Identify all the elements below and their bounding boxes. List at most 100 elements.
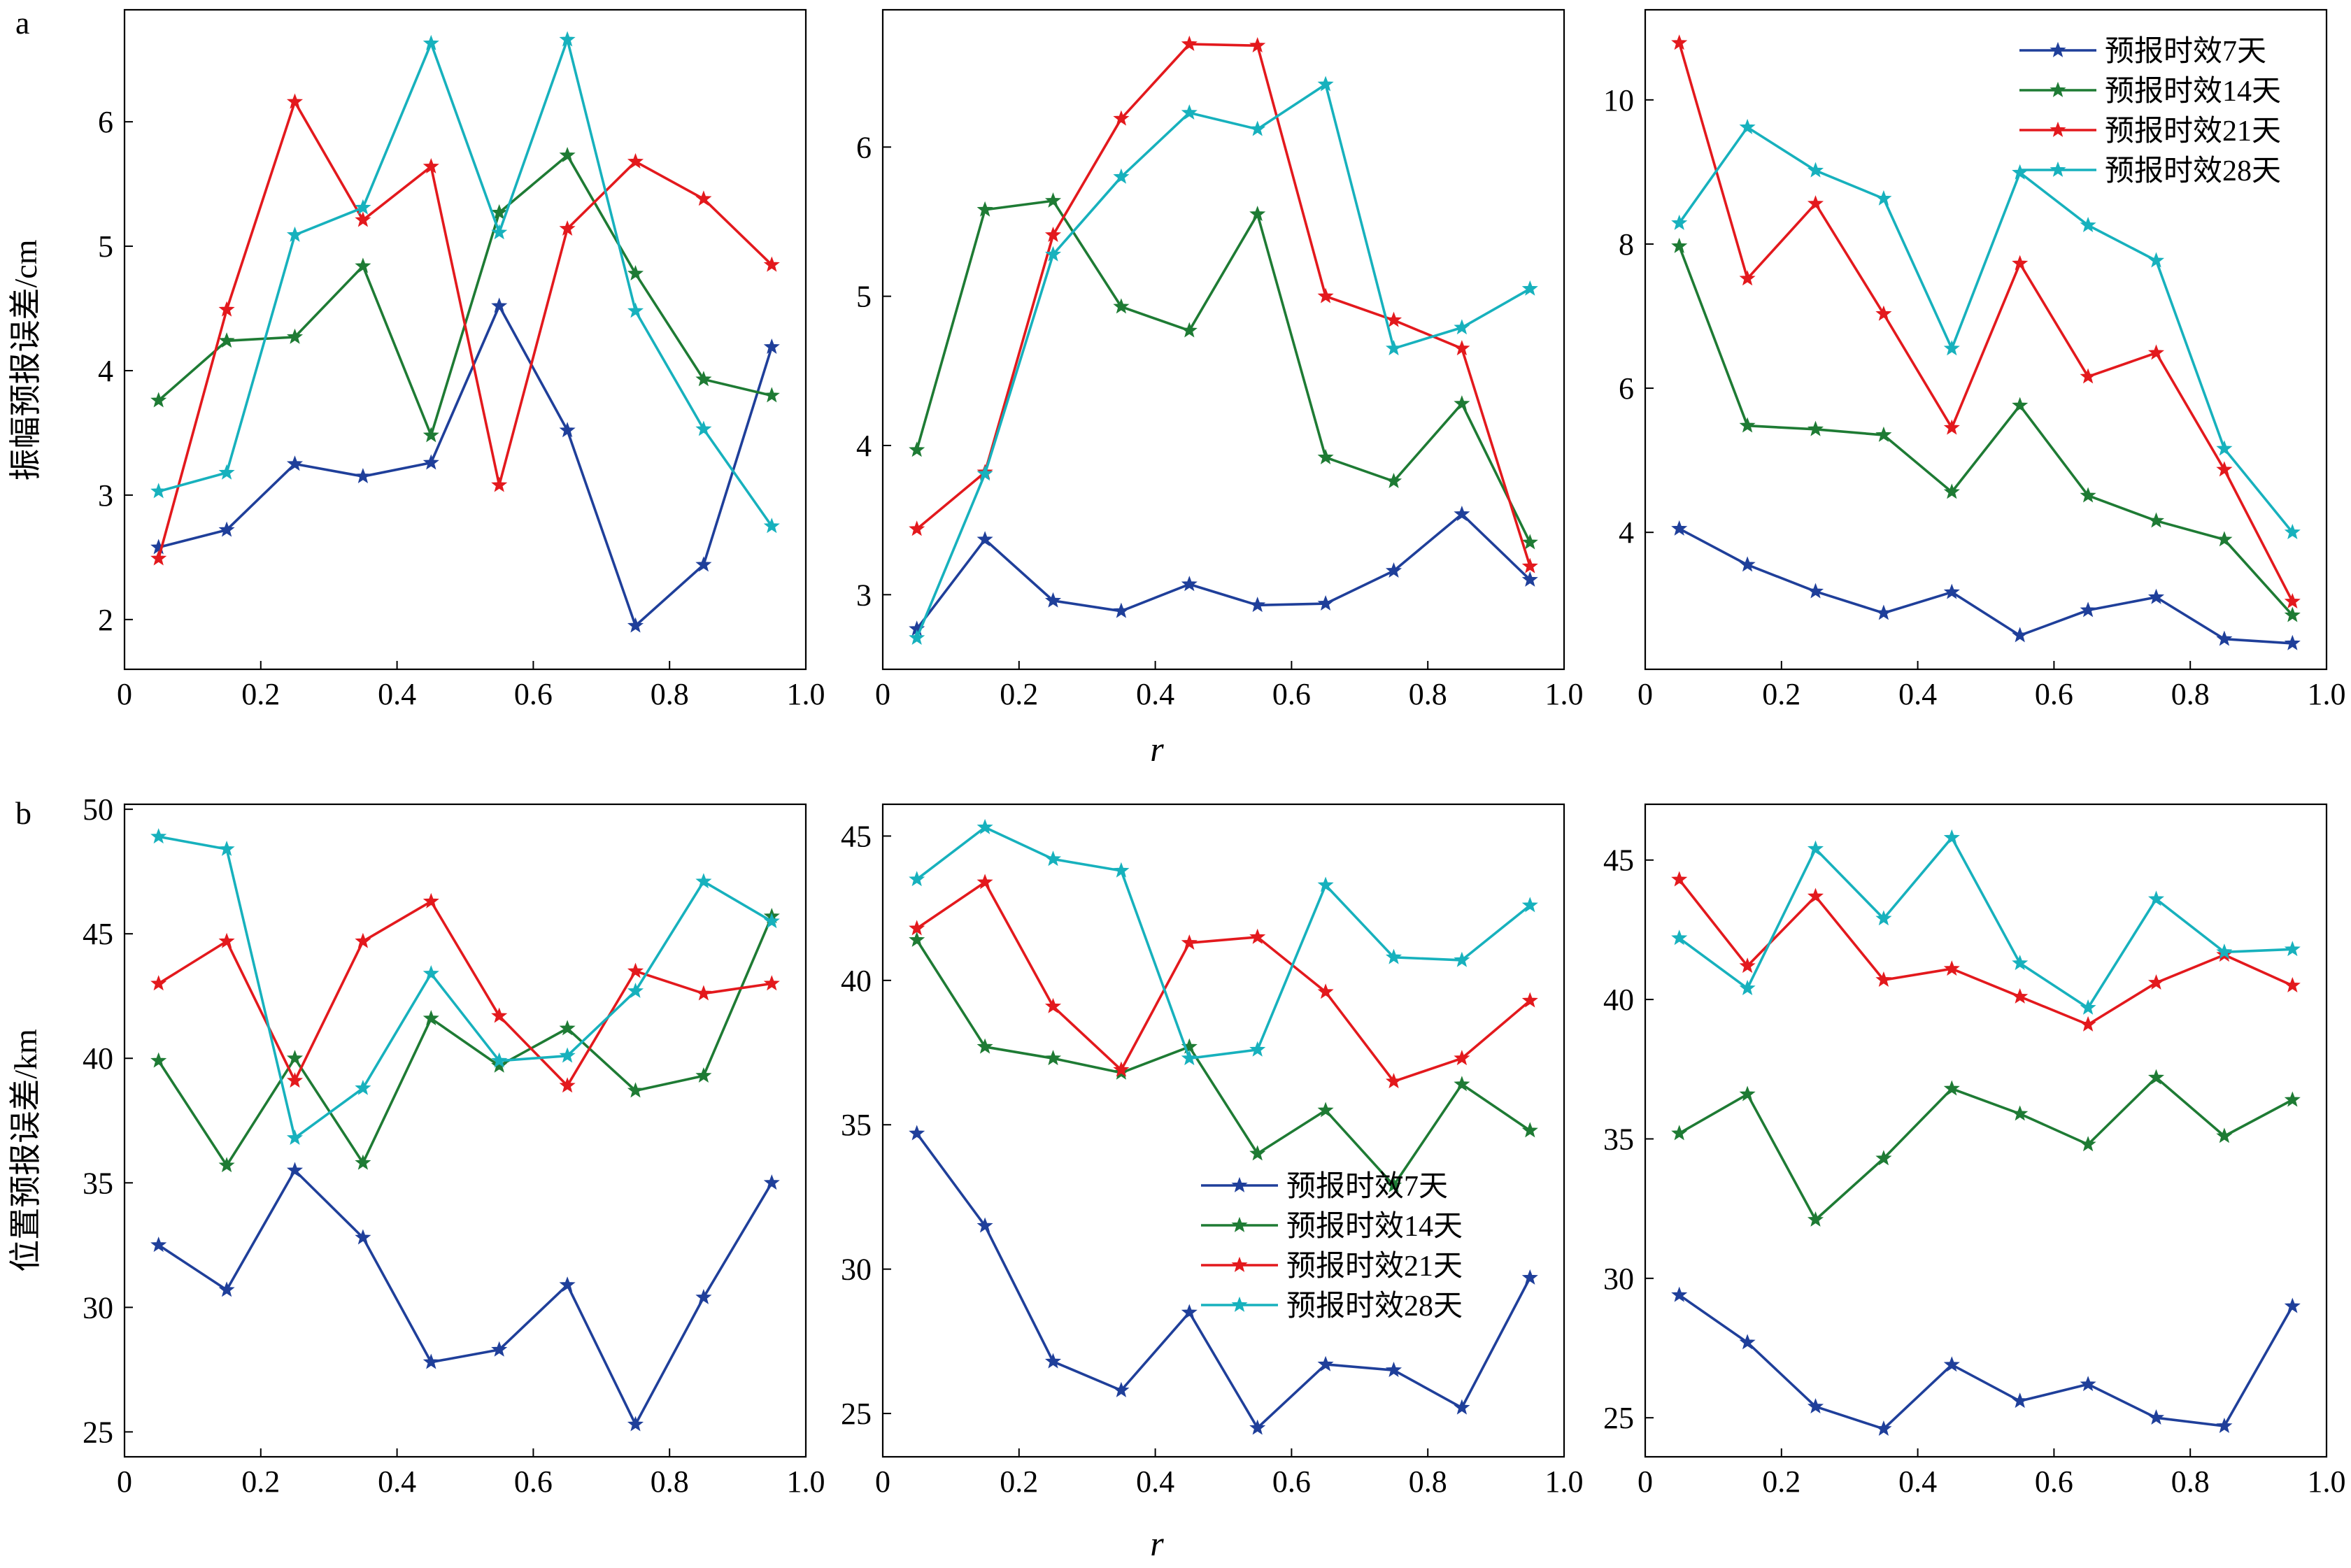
data-point [150, 975, 167, 991]
x-tick-label: 0.8 [2171, 677, 2210, 711]
data-point [491, 204, 508, 220]
legend-marker [2050, 81, 2066, 97]
x-tick-label: 0.6 [514, 677, 553, 711]
series-1 [1671, 1286, 2301, 1436]
data-point [2080, 1376, 2096, 1392]
data-point [1044, 850, 1062, 867]
y-tick-label: 25 [83, 1415, 113, 1449]
series-line [158, 38, 773, 527]
data-point [1249, 37, 1266, 53]
data-point [1044, 227, 1062, 242]
x-tick-label: 0.4 [1898, 1464, 1937, 1499]
data-point [2216, 440, 2233, 456]
data-point [909, 931, 925, 947]
data-point [2147, 512, 2165, 528]
data-point [2216, 1127, 2233, 1143]
data-point [763, 256, 780, 272]
data-point [695, 1067, 712, 1083]
data-point [355, 468, 371, 484]
x-tick-label: 1.0 [787, 1464, 825, 1499]
series-line [916, 43, 1532, 567]
data-point [1113, 298, 1130, 314]
data-point [2284, 592, 2301, 608]
data-point [491, 1007, 508, 1023]
data-point [1044, 592, 1062, 608]
data-point [695, 190, 712, 206]
data-point [909, 441, 925, 457]
data-point [2216, 630, 2233, 646]
y-tick-label: 4 [1619, 515, 1634, 550]
data-point [491, 1341, 508, 1357]
x-tick-label: 0 [117, 677, 132, 711]
data-point [1739, 1334, 1756, 1350]
x-tick-label: 0.8 [651, 677, 689, 711]
data-point [695, 420, 712, 436]
series-line [916, 939, 1531, 1187]
legend-marker [2050, 41, 2066, 57]
data-point [1521, 534, 1538, 550]
data-point [2284, 524, 2301, 540]
series-line [157, 1169, 773, 1426]
series-line [916, 1132, 1531, 1430]
data-point [286, 328, 304, 344]
data-point [422, 1353, 439, 1369]
data-point [218, 301, 235, 317]
data-point [286, 1129, 304, 1146]
data-point [627, 982, 644, 998]
data-point [491, 297, 508, 313]
y-tick-label: 8 [1619, 227, 1634, 262]
data-point [559, 31, 576, 47]
data-point [976, 818, 993, 834]
data-point [1454, 395, 1470, 411]
legend-label: 预报时效28天 [2105, 155, 2281, 187]
x-tick-label: 0.6 [2035, 677, 2073, 711]
data-point [1385, 1073, 1402, 1089]
data-point [1671, 1286, 1688, 1302]
data-point [1044, 245, 1062, 262]
data-point [909, 920, 925, 936]
data-point [1943, 483, 1960, 499]
series-line [916, 513, 1531, 630]
x-tick-label: 0.8 [651, 1464, 689, 1499]
x-tick-label: 0.2 [1000, 1464, 1038, 1499]
data-point [1943, 583, 1960, 599]
data-point [1521, 1122, 1538, 1138]
data-point [695, 873, 712, 889]
data-point [1739, 1085, 1756, 1102]
data-point [491, 224, 508, 240]
data-point [1454, 505, 1470, 521]
x-tick-label: 0.2 [1000, 677, 1038, 711]
data-point [1317, 76, 1334, 92]
data-point [2284, 1091, 2301, 1107]
data-point [2284, 941, 2301, 957]
data-point [2012, 1392, 2029, 1409]
axes-frame [881, 803, 1565, 1458]
data-point [1807, 195, 1824, 211]
y-tick-label: 5 [98, 229, 113, 264]
x-tick-label: 0.8 [1409, 677, 1447, 711]
data-point [1739, 270, 1756, 286]
data-point [2012, 1105, 2029, 1121]
data-point [1044, 1050, 1062, 1066]
data-point [2080, 368, 2096, 384]
data-point [2216, 461, 2233, 477]
x-tick-label: 0 [117, 1464, 132, 1499]
data-point [1317, 983, 1334, 999]
series-1 [909, 1125, 1538, 1435]
series-2 [150, 908, 780, 1173]
data-point [1807, 1211, 1824, 1227]
data-point [1521, 280, 1538, 296]
data-point [1807, 840, 1824, 856]
series-line [1678, 1294, 2294, 1430]
y-tick-label: 35 [1603, 1122, 1634, 1156]
data-point [1875, 1420, 1892, 1436]
data-point [2147, 1409, 2165, 1425]
data-point [422, 158, 439, 174]
x-tick-label: 0.4 [378, 1464, 416, 1499]
data-point [559, 1047, 576, 1063]
series-4 [909, 76, 1538, 646]
series-3 [909, 35, 1538, 573]
series-3 [1671, 34, 2301, 608]
